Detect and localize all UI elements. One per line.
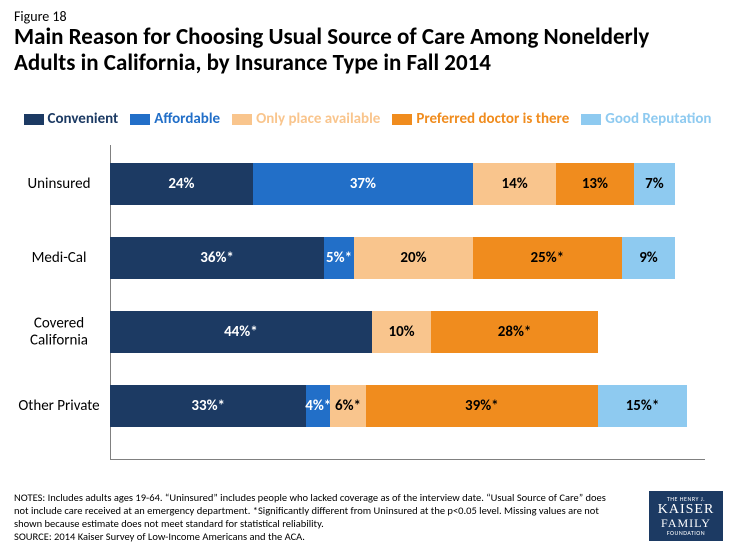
bar-segment-good_rep: 7% — [634, 163, 676, 205]
legend-item-good_rep: Good Reputation — [581, 110, 711, 128]
legend-swatch — [130, 114, 150, 125]
category-label: Uninsured — [14, 176, 104, 193]
category-label: Medi-Cal — [14, 250, 104, 267]
logo-line-4: FOUNDATION — [649, 530, 723, 536]
legend-label: Preferred doctor is there — [416, 110, 569, 128]
bar-segment-only_place: 20% — [354, 237, 473, 279]
legend-swatch — [24, 114, 44, 125]
logo-line-3: FAMILY — [649, 517, 723, 529]
bar-row: 36%*5%*20%25%*9% — [110, 237, 705, 279]
x-axis-line — [110, 459, 705, 460]
legend-item-convenient: Convenient — [24, 110, 119, 128]
plot-region: 24%37%14%13%7% 36%*5%*20%25%*9% 44%*10%28%… — [110, 145, 705, 460]
bar-row: 24%37%14%13%7% — [110, 163, 705, 205]
bar-segment-pref_doctor: 39%* — [366, 385, 598, 427]
legend-item-affordable: Affordable — [130, 110, 220, 128]
bar-segment-convenient: 33%* — [110, 385, 306, 427]
category-label: Other Private — [14, 398, 104, 415]
category-label: Covered California — [14, 316, 104, 349]
legend-swatch — [232, 114, 252, 125]
bar-segment-affordable: 37% — [253, 163, 473, 205]
chart-area: Uninsured Medi-Cal Covered California Other… — [14, 145, 705, 460]
chart-notes: NOTES: Includes adults ages 19-64. “Unin… — [14, 491, 615, 544]
bar-segment-affordable: 5%* — [324, 237, 354, 279]
legend-label: Only place available — [256, 110, 380, 128]
logo-line-2: KAISER — [649, 503, 723, 517]
notes-text: NOTES: Includes adults ages 19-64. “Unin… — [14, 491, 615, 530]
bar-segment-pref_doctor: 28%* — [431, 311, 598, 353]
bar-segment-only_place: 6%* — [330, 385, 366, 427]
bar-row: 44%*10%28%* — [110, 311, 705, 353]
bar-segment-pref_doctor: 25%* — [473, 237, 622, 279]
legend-label: Convenient — [48, 110, 119, 128]
bar-segment-only_place: 14% — [473, 163, 556, 205]
legend-label: Good Reputation — [605, 110, 711, 128]
bar-segment-good_rep: 15%* — [598, 385, 687, 427]
legend-swatch — [392, 114, 412, 125]
bar-segment-good_rep: 9% — [622, 237, 676, 279]
legend-label: Affordable — [154, 110, 220, 128]
bar-segment-only_place: 10% — [372, 311, 432, 353]
bar-row: 33%*4%*6%*39%*15%* — [110, 385, 705, 427]
kff-logo: THE HENRY J. KAISER FAMILY FOUNDATION — [649, 491, 723, 541]
legend-swatch — [581, 114, 601, 125]
legend-item-only_place: Only place available — [232, 110, 380, 128]
legend-item-pref_doctor: Preferred doctor is there — [392, 110, 569, 128]
bar-segment-affordable: 4%* — [306, 385, 330, 427]
bar-segment-convenient: 44%* — [110, 311, 372, 353]
legend: Convenient Affordable Only place available… — [0, 110, 735, 128]
bar-segment-convenient: 24% — [110, 163, 253, 205]
bar-segment-pref_doctor: 13% — [556, 163, 633, 205]
source-text: SOURCE: 2014 Kaiser Survey of Low-Income… — [14, 530, 615, 543]
chart-title: Main Reason for Choosing Usual Source of… — [14, 24, 715, 77]
bar-segment-convenient: 36%* — [110, 237, 324, 279]
